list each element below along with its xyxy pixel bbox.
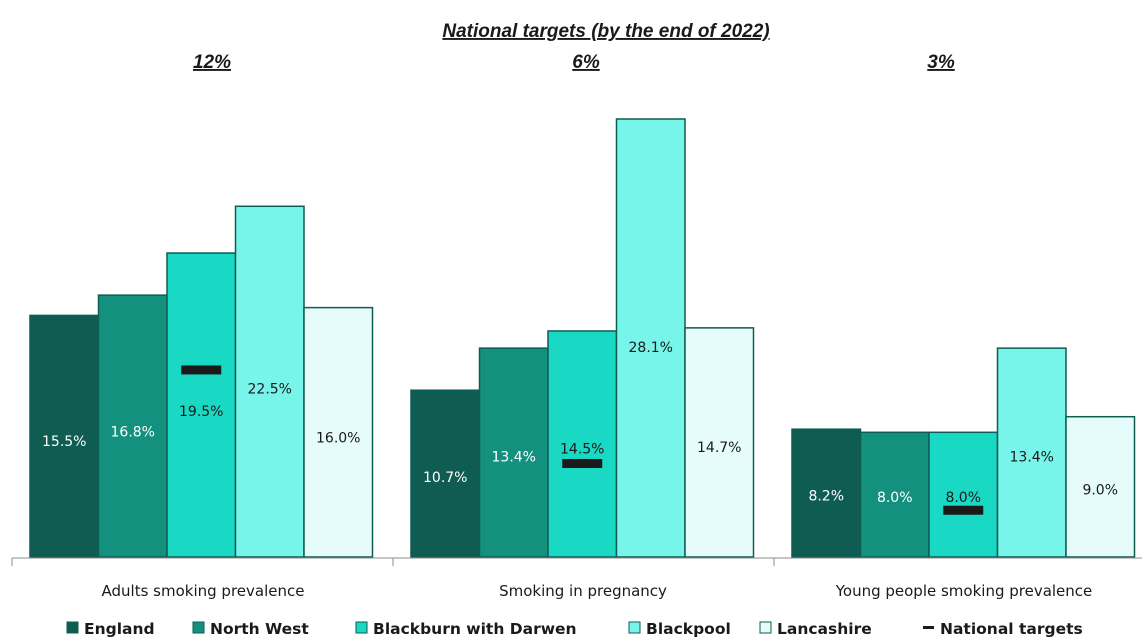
national-target-markers — [181, 365, 984, 515]
bar-england-young-people-smoking-prevalence — [791, 428, 862, 558]
data-label-blackburn-with-darwen-young-people-smoking-prevalence: 8.0% — [945, 490, 981, 506]
chart-title: National targets (by the end of 2022) — [442, 21, 769, 42]
legend-swatch-england — [66, 621, 79, 634]
data-label-england-adults-smoking-prevalence: 15.5% — [42, 434, 86, 450]
bar-blackburn-with-darwen-young-people-smoking-prevalence — [928, 431, 999, 558]
data-label-england-young-people-smoking-prevalence: 8.2% — [808, 489, 844, 505]
target-labels: 12% 6% 3% — [193, 52, 955, 73]
bar-blackburn-with-darwen-smoking-in-pregnancy — [547, 330, 618, 558]
data-label-blackpool-young-people-smoking-prevalence: 13.4% — [1010, 450, 1054, 466]
legend-swatch-blackpool — [628, 621, 641, 634]
target-label-3: 3% — [927, 52, 955, 73]
category-label-adults-smoking-prevalence: Adults smoking prevalence — [102, 582, 305, 600]
national-target-marker-adults-smoking-prevalence — [181, 365, 222, 375]
bar-blackpool-adults-smoking-prevalence — [234, 205, 305, 558]
legend: England North West Blackburn with Darwen Bl… — [66, 620, 1083, 638]
data-label-lancashire-young-people-smoking-prevalence: 9.0% — [1082, 483, 1118, 499]
target-label-1: 12% — [193, 52, 231, 73]
x-axis — [11, 557, 1142, 566]
bar-north-west-smoking-in-pregnancy — [478, 347, 549, 558]
bar-blackburn-with-darwen-adults-smoking-prevalence — [166, 252, 237, 558]
bar-blackpool-young-people-smoking-prevalence — [996, 347, 1067, 558]
target-label-2: 6% — [572, 52, 600, 73]
legend-swatch-blackburn-with-darwen — [355, 621, 368, 634]
bar-lancashire-adults-smoking-prevalence — [303, 306, 374, 558]
data-label-blackburn-with-darwen-adults-smoking-prevalence: 19.5% — [179, 404, 223, 420]
legend-label-national-targets: National targets — [940, 620, 1083, 638]
bar-north-west-young-people-smoking-prevalence — [859, 431, 930, 558]
legend-label-england: England — [84, 620, 155, 638]
national-target-marker-smoking-in-pregnancy — [562, 458, 603, 468]
bar-lancashire-smoking-in-pregnancy — [684, 327, 755, 558]
data-label-blackpool-adults-smoking-prevalence: 22.5% — [248, 382, 292, 398]
data-label-north-west-young-people-smoking-prevalence: 8.0% — [877, 490, 913, 506]
data-labels: 15.5% 10.7% 8.2% 16.8% 13.4% 8.0% 19.5% 14.5% 8.… — [42, 340, 1118, 506]
data-label-north-west-smoking-in-pregnancy: 13.4% — [492, 450, 536, 466]
legend-label-blackburn-with-darwen: Blackburn with Darwen — [373, 620, 577, 638]
data-label-blackburn-with-darwen-smoking-in-pregnancy: 14.5% — [560, 442, 604, 458]
bar-blackpool-smoking-in-pregnancy — [615, 118, 686, 558]
legend-label-north-west: North West — [210, 620, 309, 638]
bar-lancashire-young-people-smoking-prevalence — [1065, 415, 1136, 558]
data-label-lancashire-smoking-in-pregnancy: 14.7% — [697, 440, 741, 456]
legend-swatch-lancashire — [759, 621, 772, 634]
category-label-young-people-smoking-prevalence: Young people smoking prevalence — [835, 582, 1093, 600]
bar-england-adults-smoking-prevalence — [29, 314, 100, 558]
data-label-england-smoking-in-pregnancy: 10.7% — [423, 470, 467, 486]
bars — [29, 118, 1136, 558]
national-target-marker-young-people-smoking-prevalence — [943, 505, 984, 515]
legend-swatch-national-targets — [923, 626, 934, 629]
data-label-lancashire-adults-smoking-prevalence: 16.0% — [316, 430, 360, 446]
data-label-north-west-adults-smoking-prevalence: 16.8% — [111, 424, 155, 440]
bar-england-smoking-in-pregnancy — [410, 389, 481, 558]
category-label-smoking-in-pregnancy: Smoking in pregnancy — [499, 582, 667, 600]
legend-label-lancashire: Lancashire — [777, 620, 872, 638]
category-labels: Adults smoking prevalence Smoking in preg… — [102, 582, 1093, 600]
legend-label-blackpool: Blackpool — [646, 620, 731, 638]
data-label-blackpool-smoking-in-pregnancy: 28.1% — [629, 340, 673, 356]
bar-north-west-adults-smoking-prevalence — [97, 294, 168, 558]
legend-swatch-north-west — [192, 621, 205, 634]
